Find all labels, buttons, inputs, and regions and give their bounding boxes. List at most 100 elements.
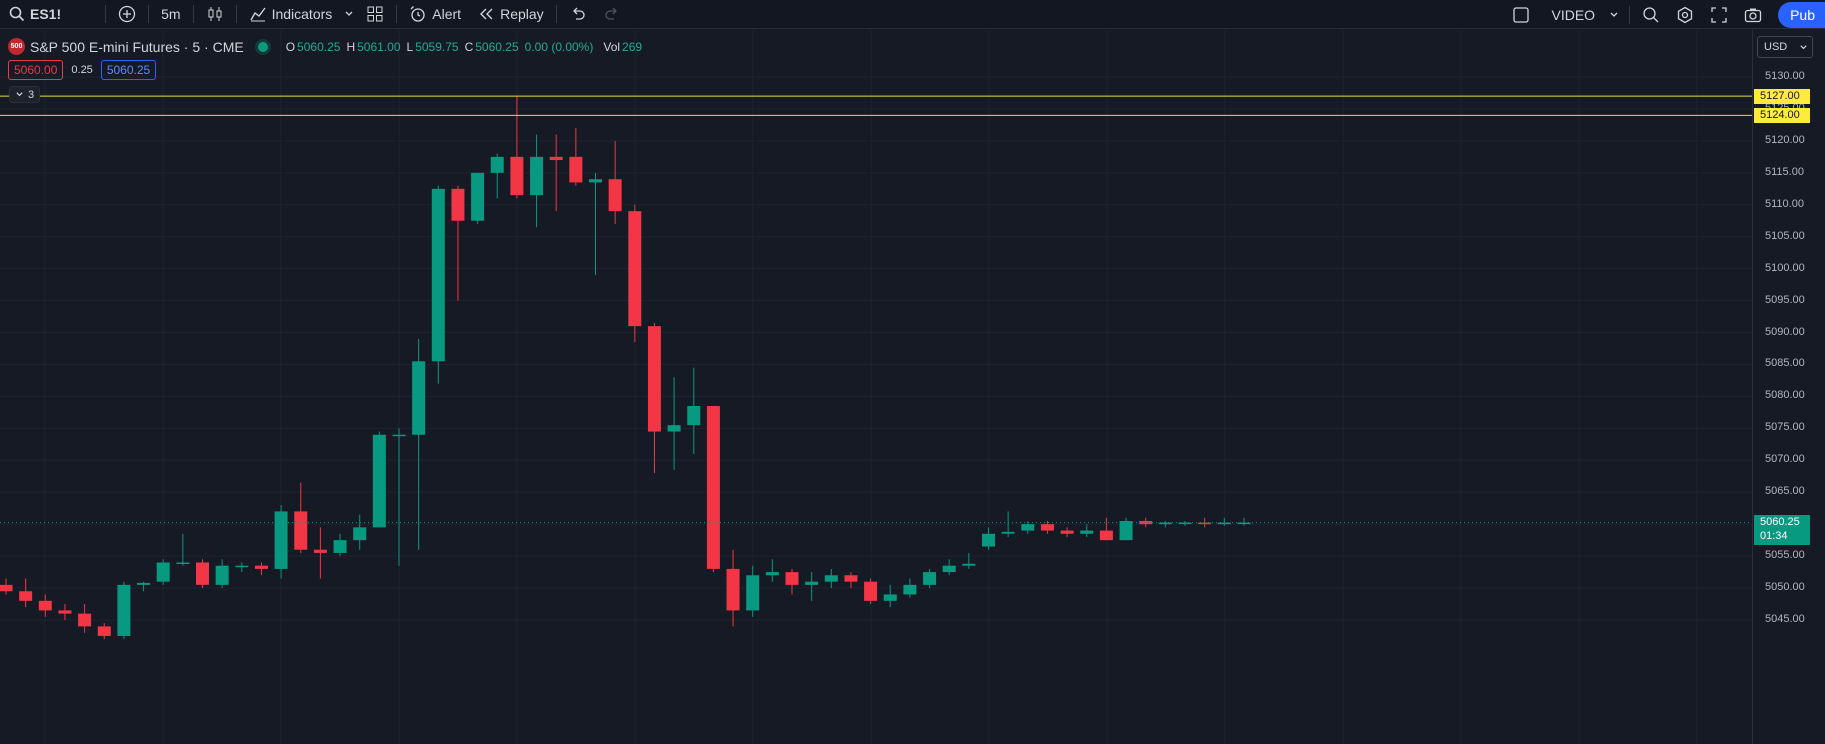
- low-value: 5059.75: [415, 39, 459, 54]
- price-tick-label: 5100.00: [1765, 261, 1805, 274]
- candle-body: [274, 511, 288, 569]
- snapshot-button[interactable]: [1736, 0, 1770, 29]
- layout-name[interactable]: VIDEO: [1551, 6, 1596, 23]
- square-icon: [1512, 6, 1529, 23]
- price-scale[interactable]: USD 5130.005125.005120.005115.005110.005…: [1752, 30, 1825, 744]
- indicators-collapse-button[interactable]: 3: [9, 86, 41, 103]
- change-value: 0.00 (0.00%): [524, 39, 594, 54]
- buy-price-button[interactable]: 5060.25: [100, 60, 157, 80]
- market-open-indicator: [257, 41, 268, 52]
- candle-body: [58, 610, 72, 614]
- candle-body: [982, 533, 995, 547]
- line-price-tag[interactable]: 5124.00: [1754, 108, 1810, 124]
- alert-button[interactable]: Alert: [401, 0, 469, 29]
- last-price-tag: 5060.25 01:34: [1754, 514, 1810, 545]
- price-tick-label: 5110.00: [1765, 197, 1804, 210]
- candle-body: [1158, 522, 1172, 525]
- candle-body: [412, 361, 426, 435]
- spread-value: 0.25: [71, 64, 93, 76]
- chevron-down-icon: [345, 11, 353, 16]
- price-tick-label: 5095.00: [1765, 293, 1805, 306]
- publish-button[interactable]: Pub: [1778, 1, 1825, 28]
- candle-body: [235, 565, 249, 568]
- alert-label: Alert: [432, 6, 462, 22]
- candle-body: [451, 188, 465, 221]
- line-price-tag[interactable]: 5127.00: [1754, 89, 1810, 105]
- candle-body: [333, 540, 347, 553]
- candle-body: [687, 405, 701, 426]
- templates-button[interactable]: [358, 0, 392, 29]
- candle-body: [137, 582, 151, 585]
- candle-body: [589, 179, 602, 183]
- interval-button[interactable]: 5m: [161, 6, 181, 22]
- symbol-legend: 500 S&P 500 E-mini Futures · 5 · CME O 50…: [8, 38, 642, 55]
- candle-body: [471, 172, 485, 221]
- candle-body: [196, 562, 209, 585]
- candle-body: [785, 572, 799, 585]
- currency-select[interactable]: USD: [1757, 36, 1813, 58]
- layout-icon-button[interactable]: [1504, 0, 1538, 29]
- replay-button[interactable]: Replay: [469, 0, 552, 29]
- open-key: O: [285, 39, 296, 54]
- candle-body: [353, 527, 367, 541]
- price-tick-label: 5105.00: [1765, 229, 1805, 242]
- quick-search-button[interactable]: [1634, 0, 1668, 29]
- candle-body: [215, 565, 229, 585]
- close-value: 5060.25: [475, 39, 519, 54]
- chart-area[interactable]: 500 S&P 500 E-mini Futures · 5 · CME O 50…: [0, 30, 1825, 744]
- candlestick-chart[interactable]: [0, 30, 1752, 744]
- symbol-description[interactable]: S&P 500 E-mini Futures · 5 · CME: [30, 38, 244, 55]
- chart-type-button[interactable]: [198, 0, 232, 29]
- settings-button[interactable]: [1668, 0, 1702, 29]
- candle-body: [1178, 522, 1192, 525]
- candle-body: [844, 575, 858, 582]
- candle-body: [1021, 524, 1035, 531]
- sell-price-button[interactable]: 5060.00: [8, 60, 64, 80]
- candle-body: [313, 549, 327, 553]
- divider: [148, 5, 150, 23]
- redo-button[interactable]: [595, 0, 629, 29]
- compare-symbol-button[interactable]: [110, 0, 144, 29]
- fullscreen-button[interactable]: [1702, 0, 1736, 29]
- indicators-button[interactable]: Indicators: [241, 0, 341, 29]
- candle-body: [530, 156, 544, 196]
- candle-body: [1060, 530, 1074, 534]
- price-tick-label: 5045.00: [1765, 613, 1805, 625]
- candle-body: [0, 584, 13, 592]
- undo-button[interactable]: [561, 0, 595, 29]
- candles-icon: [208, 7, 222, 21]
- divider: [396, 5, 398, 23]
- candle-body: [726, 568, 740, 611]
- camera-icon: [1744, 8, 1762, 22]
- candle-body: [510, 156, 524, 196]
- symbol-search[interactable]: ES1!: [0, 0, 69, 29]
- divider: [235, 5, 237, 23]
- magnifier-icon: [1643, 6, 1659, 22]
- alarm-clock-icon: [410, 6, 425, 22]
- volume-key: Vol: [603, 39, 621, 54]
- divider: [555, 5, 557, 23]
- redo-icon: [605, 7, 617, 20]
- candle-body: [372, 434, 386, 528]
- divider: [192, 5, 194, 23]
- bar-countdown: 01:34: [1760, 529, 1788, 542]
- candle-body: [38, 600, 52, 611]
- candle-body: [19, 591, 33, 601]
- indicators-label: Indicators: [271, 6, 333, 22]
- candle-body: [962, 563, 976, 566]
- candle-body: [156, 562, 170, 582]
- top-toolbar: ES1! 5m Indicators Alert Replay VIDEO: [0, 0, 1825, 29]
- close-key: C: [464, 39, 474, 54]
- indicators-dropdown[interactable]: [340, 0, 358, 29]
- currency-label: USD: [1764, 41, 1788, 53]
- candle-body: [608, 179, 622, 212]
- candle-body: [647, 326, 661, 432]
- price-tick-label: 5055.00: [1765, 549, 1805, 562]
- symbol-logo: 500: [8, 38, 25, 55]
- price-tick-label: 5050.00: [1765, 581, 1805, 594]
- divider: [105, 5, 107, 23]
- candle-body: [294, 511, 308, 550]
- candle-body: [667, 425, 681, 432]
- candle-body: [628, 211, 642, 327]
- layout-dropdown[interactable]: [1603, 0, 1625, 29]
